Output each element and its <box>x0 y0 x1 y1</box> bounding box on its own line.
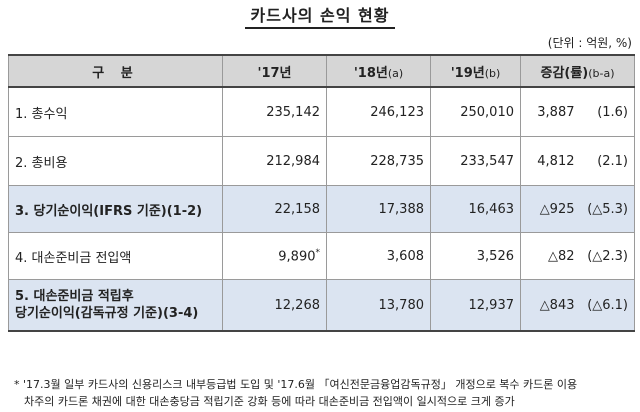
cell-2018: 17,388 <box>326 185 431 233</box>
row-label-line2: 당기순이익(감독규정 기준)(3-4) <box>15 306 199 321</box>
header-change: 증감(률)(b-a) <box>519 55 636 87</box>
row-label: 3. 당기순이익(IFRS 기준)(1-2) <box>8 185 223 233</box>
cell-2017: 12,268 <box>222 279 327 331</box>
cell-change: △843 <box>520 279 581 331</box>
cell-2017: 212,984 <box>222 136 327 186</box>
header-2019-label: '19년 <box>450 65 485 81</box>
cell-2018: 3,608 <box>326 232 431 280</box>
cell-change-rate: (△6.1) <box>580 279 636 331</box>
cell-2017: 235,142 <box>222 87 327 137</box>
row-label-line1: 5. 대손준비금 적립후 <box>15 289 134 304</box>
cell-change-rate: (△5.3) <box>580 185 636 233</box>
header-2018-label: '18년 <box>353 65 388 81</box>
cell-change: △82 <box>520 232 581 280</box>
cell-2019: 3,526 <box>430 232 521 280</box>
page-title: 카드사의 손익 현황 <box>0 2 640 29</box>
footnote-line1: * '17.3월 일부 카드사의 신용리스크 내부등급법 도입 및 '17.6월… <box>14 378 578 391</box>
cell-change-rate: (2.1) <box>580 136 636 186</box>
cell-2017: 9,890* <box>222 232 327 280</box>
cell-2017-value: 9,890 <box>278 249 316 265</box>
row-label: 5. 대손준비금 적립후 당기순이익(감독규정 기준)(3-4) <box>8 279 223 331</box>
header-category: 구 분 <box>8 55 223 87</box>
profit-loss-table: 구 분 '17년 '18년(a) '19년(b) 증감(률)(b-a) 1. 총… <box>8 54 636 332</box>
footnote-marker: * <box>315 247 321 258</box>
header-2018: '18년(a) <box>326 55 431 87</box>
row-label: 4. 대손준비금 전입액 <box>8 232 223 280</box>
page-title-text: 카드사의 손익 현황 <box>244 2 396 29</box>
header-2017-label: '17년 <box>257 65 292 81</box>
header-2019: '19년(b) <box>430 55 521 87</box>
cell-2019: 16,463 <box>430 185 521 233</box>
cell-change-rate: (1.6) <box>580 87 636 137</box>
table-row: 4. 대손준비금 전입액 9,890* 3,608 3,526 △82 (△2.… <box>8 232 636 280</box>
row-label: 1. 총수익 <box>8 87 223 137</box>
row-label: 2. 총비용 <box>8 136 223 186</box>
table-row: 3. 당기순이익(IFRS 기준)(1-2) 22,158 17,388 16,… <box>8 185 636 233</box>
table-row: 2. 총비용 212,984 228,735 233,547 4,812 (2.… <box>8 136 636 186</box>
cell-2017: 22,158 <box>222 185 327 233</box>
table-row: 5. 대손준비금 적립후 당기순이익(감독규정 기준)(3-4) 12,268 … <box>8 279 636 331</box>
footnote-line2: 차주의 카드론 채권에 대한 대손충당금 적립기준 강화 등에 따라 대손준비금… <box>24 395 515 408</box>
cell-2018: 246,123 <box>326 87 431 137</box>
footnote: * '17.3월 일부 카드사의 신용리스크 내부등급법 도입 및 '17.6월… <box>14 376 636 410</box>
header-change-label: 증감(률) <box>540 65 589 81</box>
cell-2019: 12,937 <box>430 279 521 331</box>
cell-2018: 13,780 <box>326 279 431 331</box>
cell-2019: 233,547 <box>430 136 521 186</box>
header-row: 구 분 '17년 '18년(a) '19년(b) 증감(률)(b-a) <box>8 55 636 87</box>
cell-2018: 228,735 <box>326 136 431 186</box>
header-change-tag: (b-a) <box>588 66 615 80</box>
cell-change-rate: (△2.3) <box>580 232 636 280</box>
unit-label: (단위 : 억원, %) <box>547 36 632 50</box>
cell-2019: 250,010 <box>430 87 521 137</box>
table-row: 1. 총수익 235,142 246,123 250,010 3,887 (1.… <box>8 87 636 137</box>
cell-change: △925 <box>520 185 581 233</box>
header-2018-tag: (a) <box>387 66 404 80</box>
cell-change: 3,887 <box>520 87 581 137</box>
cell-change: 4,812 <box>520 136 581 186</box>
header-2019-tag: (b) <box>484 66 501 80</box>
header-2017: '17년 <box>222 55 327 87</box>
